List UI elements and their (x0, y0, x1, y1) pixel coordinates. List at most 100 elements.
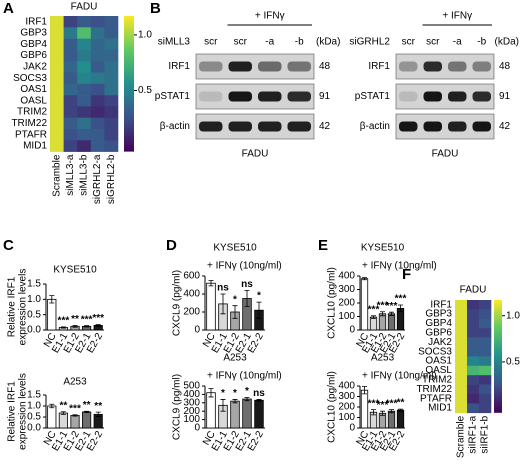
y-axis-label: CXCL9 (pg/ml) (172, 374, 183, 440)
row-label: JAK2 (23, 61, 47, 72)
row-label: TRIM2 (17, 107, 47, 118)
y-tick-label: 0.5 (27, 309, 41, 320)
heatmap-cell (104, 140, 119, 152)
heatmap-cell (467, 309, 480, 320)
row-label: MID1 (23, 141, 47, 152)
heatmap-cell (63, 83, 78, 96)
error-bar (380, 410, 385, 416)
significance-label: ** (397, 398, 405, 409)
y-tick-label: 0 (349, 423, 355, 434)
heatmap-cell (50, 117, 64, 130)
heatmap-cell (77, 83, 92, 96)
blot-band (287, 61, 311, 72)
error-bar (389, 311, 394, 316)
heatmap-cell (479, 375, 492, 385)
column-label: Scramble (456, 415, 467, 458)
error-bar (232, 399, 238, 404)
heatmap-cell (77, 16, 92, 28)
blot-band (258, 61, 282, 72)
heatmap-cell (104, 61, 119, 73)
blot-band (423, 121, 442, 132)
annotation: + IFNγ (10ng/ml) (362, 371, 437, 382)
chart-title: KYSE510 (361, 243, 405, 254)
y-tick-label: 600 (183, 271, 200, 282)
error-bar (84, 325, 90, 328)
error-bar (72, 325, 78, 328)
blot-band (399, 91, 418, 102)
blot-band (287, 121, 311, 132)
bar (47, 298, 57, 331)
lane-label: scr (204, 37, 218, 48)
y-tick-label: 400 (183, 289, 200, 300)
error-bar (220, 293, 226, 315)
row-label: MID1 (428, 403, 452, 414)
row-label: OASL (20, 95, 47, 106)
heatmap-cell (63, 140, 78, 152)
colorbar-tick-label: 0.5 (506, 357, 520, 368)
cell-line-label: FADU (432, 149, 459, 160)
protein-label: IRF1 (368, 61, 390, 72)
significance-label: ns (253, 388, 265, 399)
heatmap-cell (50, 83, 64, 96)
heatmap-cell (479, 403, 492, 414)
heatmap-cell (90, 95, 105, 107)
blot-band (228, 121, 252, 132)
y-tick-label: 400 (338, 271, 355, 282)
row-label: IRF1 (25, 16, 47, 27)
chart-title: FADU (71, 2, 98, 13)
heatmap-cell (467, 347, 480, 357)
panel-label: C (3, 237, 14, 254)
protein-label: β-actin (360, 121, 390, 132)
y-axis-label: Relative IRF1 (7, 276, 18, 337)
column-label: siIRF1-b (480, 415, 491, 453)
y-tick-label: 200 (338, 298, 355, 309)
heatmap-cell (467, 403, 480, 414)
error-bar (60, 326, 66, 329)
blot-band (472, 91, 491, 102)
y-tick-label: 100 (338, 311, 355, 322)
heatmap-cell (90, 117, 105, 130)
y-tick-label: 200 (338, 402, 355, 413)
chart-title: A253 (371, 353, 395, 364)
heatmap-cell (479, 365, 492, 376)
heatmap-cell (77, 38, 92, 51)
error-bar (220, 399, 226, 412)
heatmap-cell (90, 140, 105, 152)
error-bar (371, 409, 376, 416)
y-tick-label: 400 (338, 381, 355, 392)
y-tick-label: 500 (183, 381, 200, 392)
condition-label: siMLL3 (158, 37, 191, 48)
error-bar (362, 277, 367, 281)
y-axis-label: expression levels (18, 373, 29, 450)
y-tick-label: 1.5 (27, 279, 41, 290)
blot-band (199, 91, 223, 102)
heatmap-cell (90, 27, 105, 39)
heatmap-cell (104, 72, 119, 85)
heatmap-cell (455, 375, 468, 385)
heatmap-cell (104, 95, 119, 107)
significance-label: *** (395, 294, 407, 305)
heatmap-cell (455, 384, 468, 395)
bar (206, 392, 216, 429)
kda-label: 48 (499, 61, 511, 72)
kda-label: 42 (499, 121, 511, 132)
heatmap-cell (455, 309, 468, 320)
bar (396, 409, 405, 429)
bar (254, 399, 264, 429)
heatmap-cell (467, 375, 480, 385)
heatmap-cell (455, 300, 468, 310)
heatmap-cell (63, 129, 78, 141)
row-label: SOCS3 (418, 346, 452, 357)
heatmap-cell (479, 309, 492, 320)
heatmap-cell (63, 27, 78, 39)
heatmap-cell (467, 337, 480, 348)
heatmap-cell (77, 27, 92, 39)
heatmap-cell (467, 300, 480, 310)
heatmap-cell (467, 365, 480, 376)
row-label: OAS1 (425, 356, 452, 367)
blot-band (199, 61, 223, 72)
blot-band (423, 61, 442, 72)
lane-label: -a (453, 37, 462, 48)
error-bar (256, 399, 262, 402)
blot-band (423, 91, 442, 102)
